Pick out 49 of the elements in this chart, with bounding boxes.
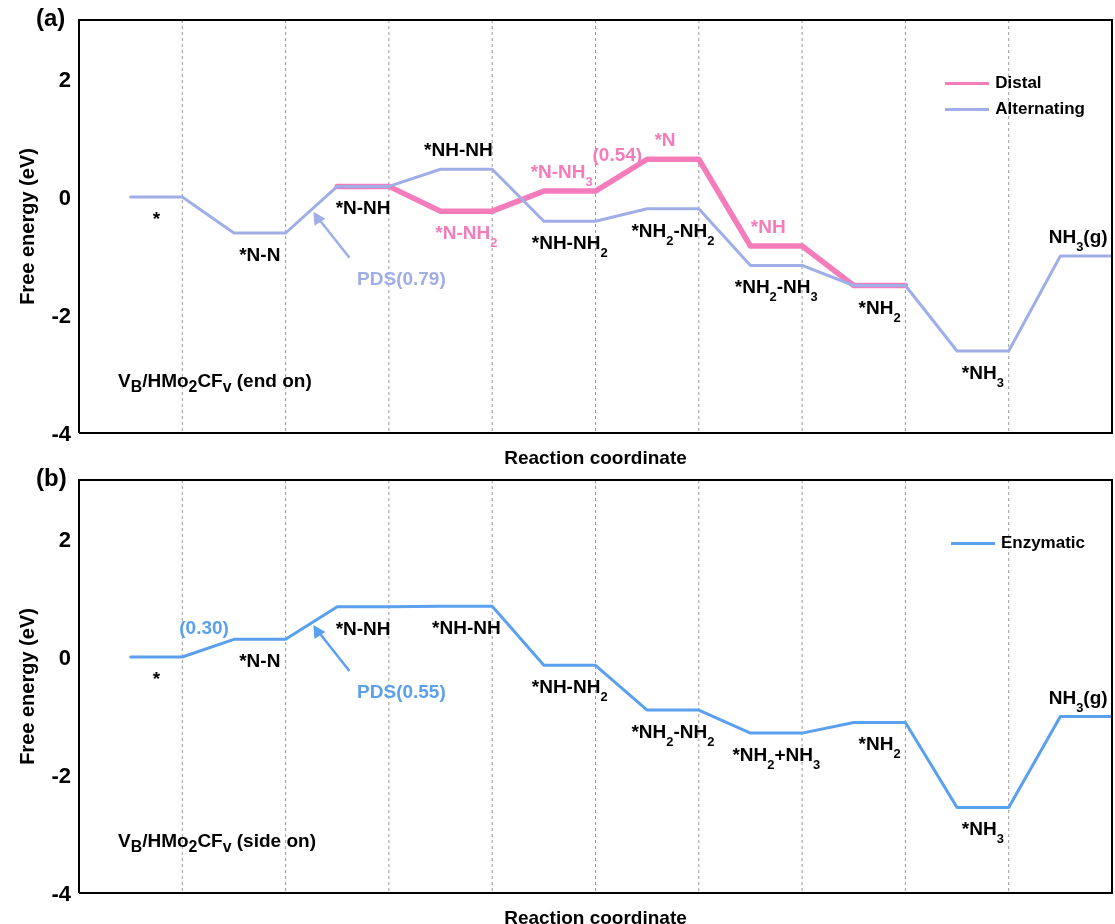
y-tick-label: -2 bbox=[51, 302, 71, 328]
y-tick-label: 0 bbox=[58, 644, 71, 670]
annotation: (0.54) bbox=[592, 144, 643, 166]
x-axis-title: Reaction coordinate bbox=[504, 907, 687, 924]
annotation: (0.30) bbox=[179, 617, 229, 639]
y-tick-label: 2 bbox=[58, 66, 71, 92]
annotation: NH$_{3}$(g) bbox=[1048, 226, 1108, 254]
annotation: *N-NH$_{2}$ bbox=[435, 222, 498, 250]
annotation: * bbox=[152, 668, 161, 689]
y-tick-label: -4 bbox=[51, 420, 72, 446]
annotation: PDS(0.55) bbox=[357, 681, 446, 703]
annotation: *NH$_{2}$ bbox=[858, 296, 901, 324]
annotation: *NH-NH bbox=[432, 617, 501, 639]
annotation: *NH$_{2}$-NH$_{3}$ bbox=[734, 276, 818, 304]
y-tick-label: 0 bbox=[58, 184, 71, 210]
annotation: *NH$_{3}$ bbox=[961, 818, 1004, 846]
annotation: *N-N bbox=[239, 243, 281, 265]
y-tick-label: -4 bbox=[51, 880, 72, 906]
annotation: *N-N bbox=[239, 650, 281, 672]
legend-label: Enzymatic bbox=[1000, 533, 1085, 553]
annotation: *NH$_{2}$-NH$_{2}$ bbox=[631, 219, 715, 248]
annotation: *NH$_{3}$ bbox=[961, 361, 1004, 390]
line-series bbox=[129, 167, 1112, 353]
line-series bbox=[129, 604, 1112, 809]
annotation: *NH bbox=[750, 215, 786, 237]
legend-label: Distal bbox=[995, 73, 1042, 93]
annotation: * bbox=[152, 208, 161, 229]
annotation: V$_{B}$/HMo$_{2}$CF$_{v}$ (side on) bbox=[118, 830, 316, 856]
legend-label: Alternating bbox=[995, 99, 1085, 119]
annotation: *NH$_{2}$-NH$_{2}$ bbox=[631, 721, 715, 749]
annotation: *NH$_{2}$+NH$_{3}$ bbox=[732, 744, 821, 772]
annotation: *N-NH$_{3}$ bbox=[530, 161, 593, 189]
annotation: V$_{B}$/HMo$_{2}$CF$_{v}$ (end on) bbox=[118, 370, 312, 396]
annotation: *NH-NH$_{2}$ bbox=[531, 232, 608, 260]
annotation: *N bbox=[654, 129, 676, 151]
annotation: *NH-NH$_{2}$ bbox=[531, 676, 608, 704]
y-tick-label: 2 bbox=[58, 526, 71, 552]
y-tick-label: -2 bbox=[51, 762, 71, 788]
annotation: NH$_{3}$(g) bbox=[1048, 686, 1108, 715]
annotation: *NH$_{2}$ bbox=[858, 733, 901, 761]
annotation: *N-NH bbox=[335, 197, 391, 219]
y-axis-title: Free energy (eV) bbox=[16, 608, 38, 765]
annotation: PDS(0.79) bbox=[357, 267, 446, 289]
chart-title: (b) bbox=[36, 464, 67, 492]
chart-title: (a) bbox=[36, 4, 66, 32]
annotation: *N-NH bbox=[335, 617, 391, 639]
x-axis-title: Reaction coordinate bbox=[504, 447, 687, 468]
annotation: *NH-NH bbox=[424, 139, 493, 161]
y-axis-title: Free energy (eV) bbox=[16, 148, 38, 305]
